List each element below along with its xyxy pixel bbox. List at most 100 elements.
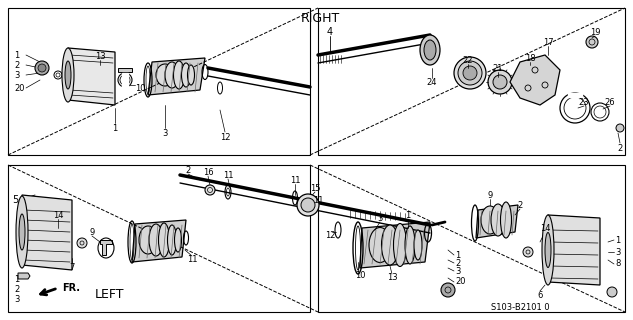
- Polygon shape: [100, 240, 112, 255]
- Bar: [318, 8, 625, 155]
- Text: 20: 20: [455, 277, 465, 286]
- Text: 13: 13: [95, 52, 105, 60]
- Text: 16: 16: [203, 167, 213, 177]
- Text: 18: 18: [525, 53, 536, 62]
- Text: 12: 12: [325, 230, 335, 239]
- Ellipse shape: [158, 223, 170, 257]
- Bar: [318, 165, 625, 312]
- Text: 9: 9: [487, 190, 492, 199]
- Ellipse shape: [173, 61, 184, 89]
- Ellipse shape: [65, 61, 71, 89]
- Ellipse shape: [545, 233, 551, 268]
- Text: 1: 1: [113, 124, 118, 132]
- Text: 8: 8: [615, 260, 620, 268]
- Text: 6: 6: [537, 291, 542, 300]
- Ellipse shape: [491, 204, 505, 236]
- Bar: [8, 8, 310, 155]
- Text: 19: 19: [590, 28, 600, 36]
- Circle shape: [586, 36, 598, 48]
- Ellipse shape: [382, 225, 399, 265]
- Bar: [568, 93, 582, 97]
- Text: 3: 3: [14, 295, 20, 305]
- Polygon shape: [22, 195, 72, 270]
- Text: 2: 2: [185, 165, 191, 174]
- Text: 1: 1: [615, 236, 620, 244]
- Ellipse shape: [301, 198, 315, 212]
- Circle shape: [441, 283, 455, 297]
- Text: 10: 10: [354, 270, 365, 279]
- Text: 7: 7: [69, 263, 75, 273]
- Text: 2: 2: [14, 285, 19, 294]
- Ellipse shape: [394, 223, 406, 267]
- Text: 1: 1: [14, 276, 19, 284]
- Circle shape: [35, 61, 49, 75]
- Text: 20: 20: [14, 84, 25, 92]
- Text: 11: 11: [223, 171, 233, 180]
- Text: S103-B2101 0: S103-B2101 0: [491, 303, 549, 313]
- Text: 3: 3: [162, 129, 168, 138]
- Polygon shape: [548, 215, 600, 285]
- Ellipse shape: [481, 206, 499, 234]
- Polygon shape: [18, 273, 30, 279]
- Text: 1: 1: [14, 51, 19, 60]
- Text: 2: 2: [455, 259, 460, 268]
- Circle shape: [607, 287, 617, 297]
- Text: FR.: FR.: [62, 283, 80, 293]
- Text: 3: 3: [455, 267, 460, 276]
- Text: 9: 9: [89, 228, 94, 236]
- Text: 26: 26: [605, 98, 615, 107]
- Ellipse shape: [156, 64, 174, 86]
- Text: 21: 21: [492, 63, 503, 73]
- Ellipse shape: [149, 224, 163, 256]
- Text: 17: 17: [542, 37, 553, 46]
- Text: 13: 13: [387, 274, 398, 283]
- Text: 1: 1: [405, 211, 411, 220]
- Ellipse shape: [168, 225, 177, 255]
- Text: 2: 2: [14, 60, 19, 69]
- Ellipse shape: [297, 194, 319, 216]
- Text: RIGHT: RIGHT: [301, 12, 340, 25]
- Circle shape: [38, 64, 46, 72]
- Text: 14: 14: [53, 211, 63, 220]
- Polygon shape: [118, 68, 132, 72]
- Polygon shape: [476, 205, 518, 238]
- Ellipse shape: [458, 61, 482, 85]
- Ellipse shape: [542, 215, 554, 285]
- Text: 11: 11: [313, 196, 323, 204]
- Polygon shape: [148, 58, 205, 95]
- Circle shape: [616, 124, 624, 132]
- Polygon shape: [68, 48, 115, 105]
- Ellipse shape: [405, 226, 415, 264]
- Ellipse shape: [139, 226, 157, 254]
- Text: 4: 4: [327, 27, 333, 37]
- Bar: [122, 73, 128, 87]
- Text: LEFT: LEFT: [95, 289, 125, 301]
- Polygon shape: [132, 220, 186, 262]
- Text: 23: 23: [579, 98, 589, 107]
- Text: 11: 11: [187, 255, 197, 265]
- Text: 3: 3: [377, 213, 383, 222]
- Ellipse shape: [165, 62, 179, 88]
- Polygon shape: [360, 222, 430, 268]
- Ellipse shape: [19, 214, 25, 250]
- Text: 15: 15: [310, 183, 320, 193]
- Ellipse shape: [182, 63, 191, 87]
- Text: 24: 24: [427, 77, 437, 86]
- Ellipse shape: [16, 196, 28, 268]
- Text: 3: 3: [14, 70, 20, 79]
- Ellipse shape: [205, 185, 215, 195]
- Bar: [8, 165, 310, 312]
- Text: 22: 22: [463, 55, 473, 65]
- Text: 3: 3: [615, 247, 620, 257]
- Text: 1: 1: [455, 251, 460, 260]
- Text: 14: 14: [540, 223, 550, 233]
- Ellipse shape: [424, 40, 436, 60]
- Polygon shape: [510, 55, 560, 105]
- Text: 11: 11: [290, 175, 300, 185]
- Ellipse shape: [488, 70, 512, 94]
- Text: 10: 10: [135, 84, 145, 92]
- Ellipse shape: [454, 57, 486, 89]
- Text: 12: 12: [220, 132, 230, 141]
- Circle shape: [77, 238, 87, 248]
- Text: 2: 2: [617, 143, 623, 153]
